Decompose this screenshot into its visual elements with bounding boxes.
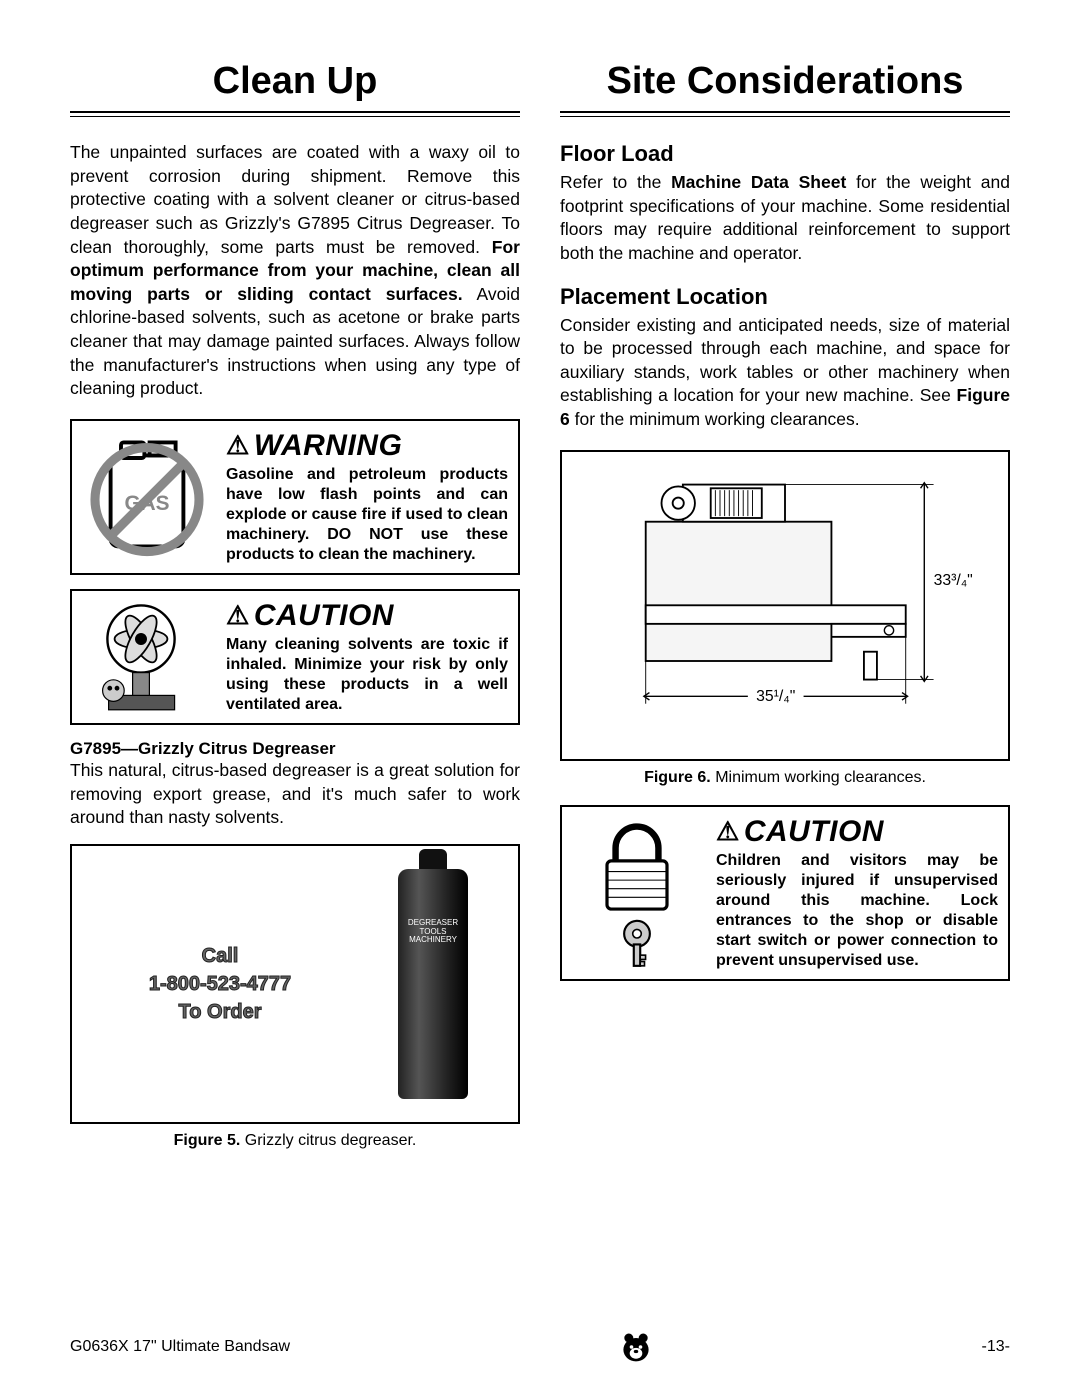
caution-children-text: Children and visitors may be seriously i…	[716, 851, 998, 971]
product-title: G7895—Grizzly Citrus Degreaser	[70, 739, 520, 759]
warning-triangle-icon: ⚠	[716, 816, 740, 847]
warning-callout: GAS ⚠ WARNING Gasoline and petroleum pro…	[70, 419, 520, 575]
product-desc: This natural, citrus-based degreaser is …	[70, 759, 520, 830]
floor-load-text: Refer to the Machine Data Sheet for the …	[560, 171, 1010, 266]
caution-title: ⚠ CAUTION	[226, 599, 508, 633]
rule	[560, 111, 1010, 117]
caution-text: Many cleaning solvents are toxic if inha…	[226, 635, 508, 715]
caution-children-callout: ⚠ CAUTION Children and visitors may be s…	[560, 805, 1010, 981]
clearance-diagram: 33³/₄" 35¹/₄"	[560, 450, 1010, 761]
placement-title: Placement Location	[560, 284, 1010, 310]
right-column: Site Considerations Floor Load Refer to …	[560, 60, 1010, 1150]
placement-text: Consider existing and anticipated needs,…	[560, 314, 1010, 432]
caution-solvents-callout: ⚠ CAUTION Many cleaning solvents are tox…	[70, 589, 520, 725]
warning-triangle-icon: ⚠	[226, 430, 250, 461]
footer-page: -13-	[982, 1338, 1010, 1356]
spray-can-icon: DEGREASER TOOLS MACHINERY	[398, 869, 468, 1099]
page-footer: G0636X 17" Ultimate Bandsaw -13-	[70, 1329, 1010, 1365]
rule	[70, 111, 520, 117]
figure5-caption: Figure 5. Grizzly citrus degreaser.	[70, 1132, 520, 1150]
order-call-text: Call 1-800-523-4777 To Order	[82, 942, 358, 1026]
svg-text:35¹/₄": 35¹/₄"	[756, 688, 795, 705]
padlock-key-icon	[562, 807, 712, 979]
fan-ventilation-icon	[72, 591, 222, 723]
caution-children-title: ⚠ CAUTION	[716, 815, 998, 849]
figure5-box: Call 1-800-523-4777 To Order DEGREASER T…	[70, 844, 520, 1124]
no-gas-icon: GAS	[72, 421, 222, 573]
site-heading: Site Considerations	[560, 60, 1010, 103]
left-column: Clean Up The unpainted surfaces are coat…	[70, 60, 520, 1150]
footer-model: G0636X 17" Ultimate Bandsaw	[70, 1338, 290, 1356]
bear-logo-icon	[618, 1329, 654, 1365]
cleanup-heading: Clean Up	[70, 60, 520, 103]
warning-title: ⚠ WARNING	[226, 429, 508, 463]
svg-text:33³/₄": 33³/₄"	[934, 571, 973, 588]
cleanup-intro: The unpainted surfaces are coated with a…	[70, 141, 520, 401]
warning-triangle-icon: ⚠	[226, 600, 250, 631]
warning-text: Gasoline and petroleum products have low…	[226, 465, 508, 565]
floor-load-title: Floor Load	[560, 141, 1010, 167]
figure6-caption: Figure 6. Minimum working clearances.	[560, 769, 1010, 787]
